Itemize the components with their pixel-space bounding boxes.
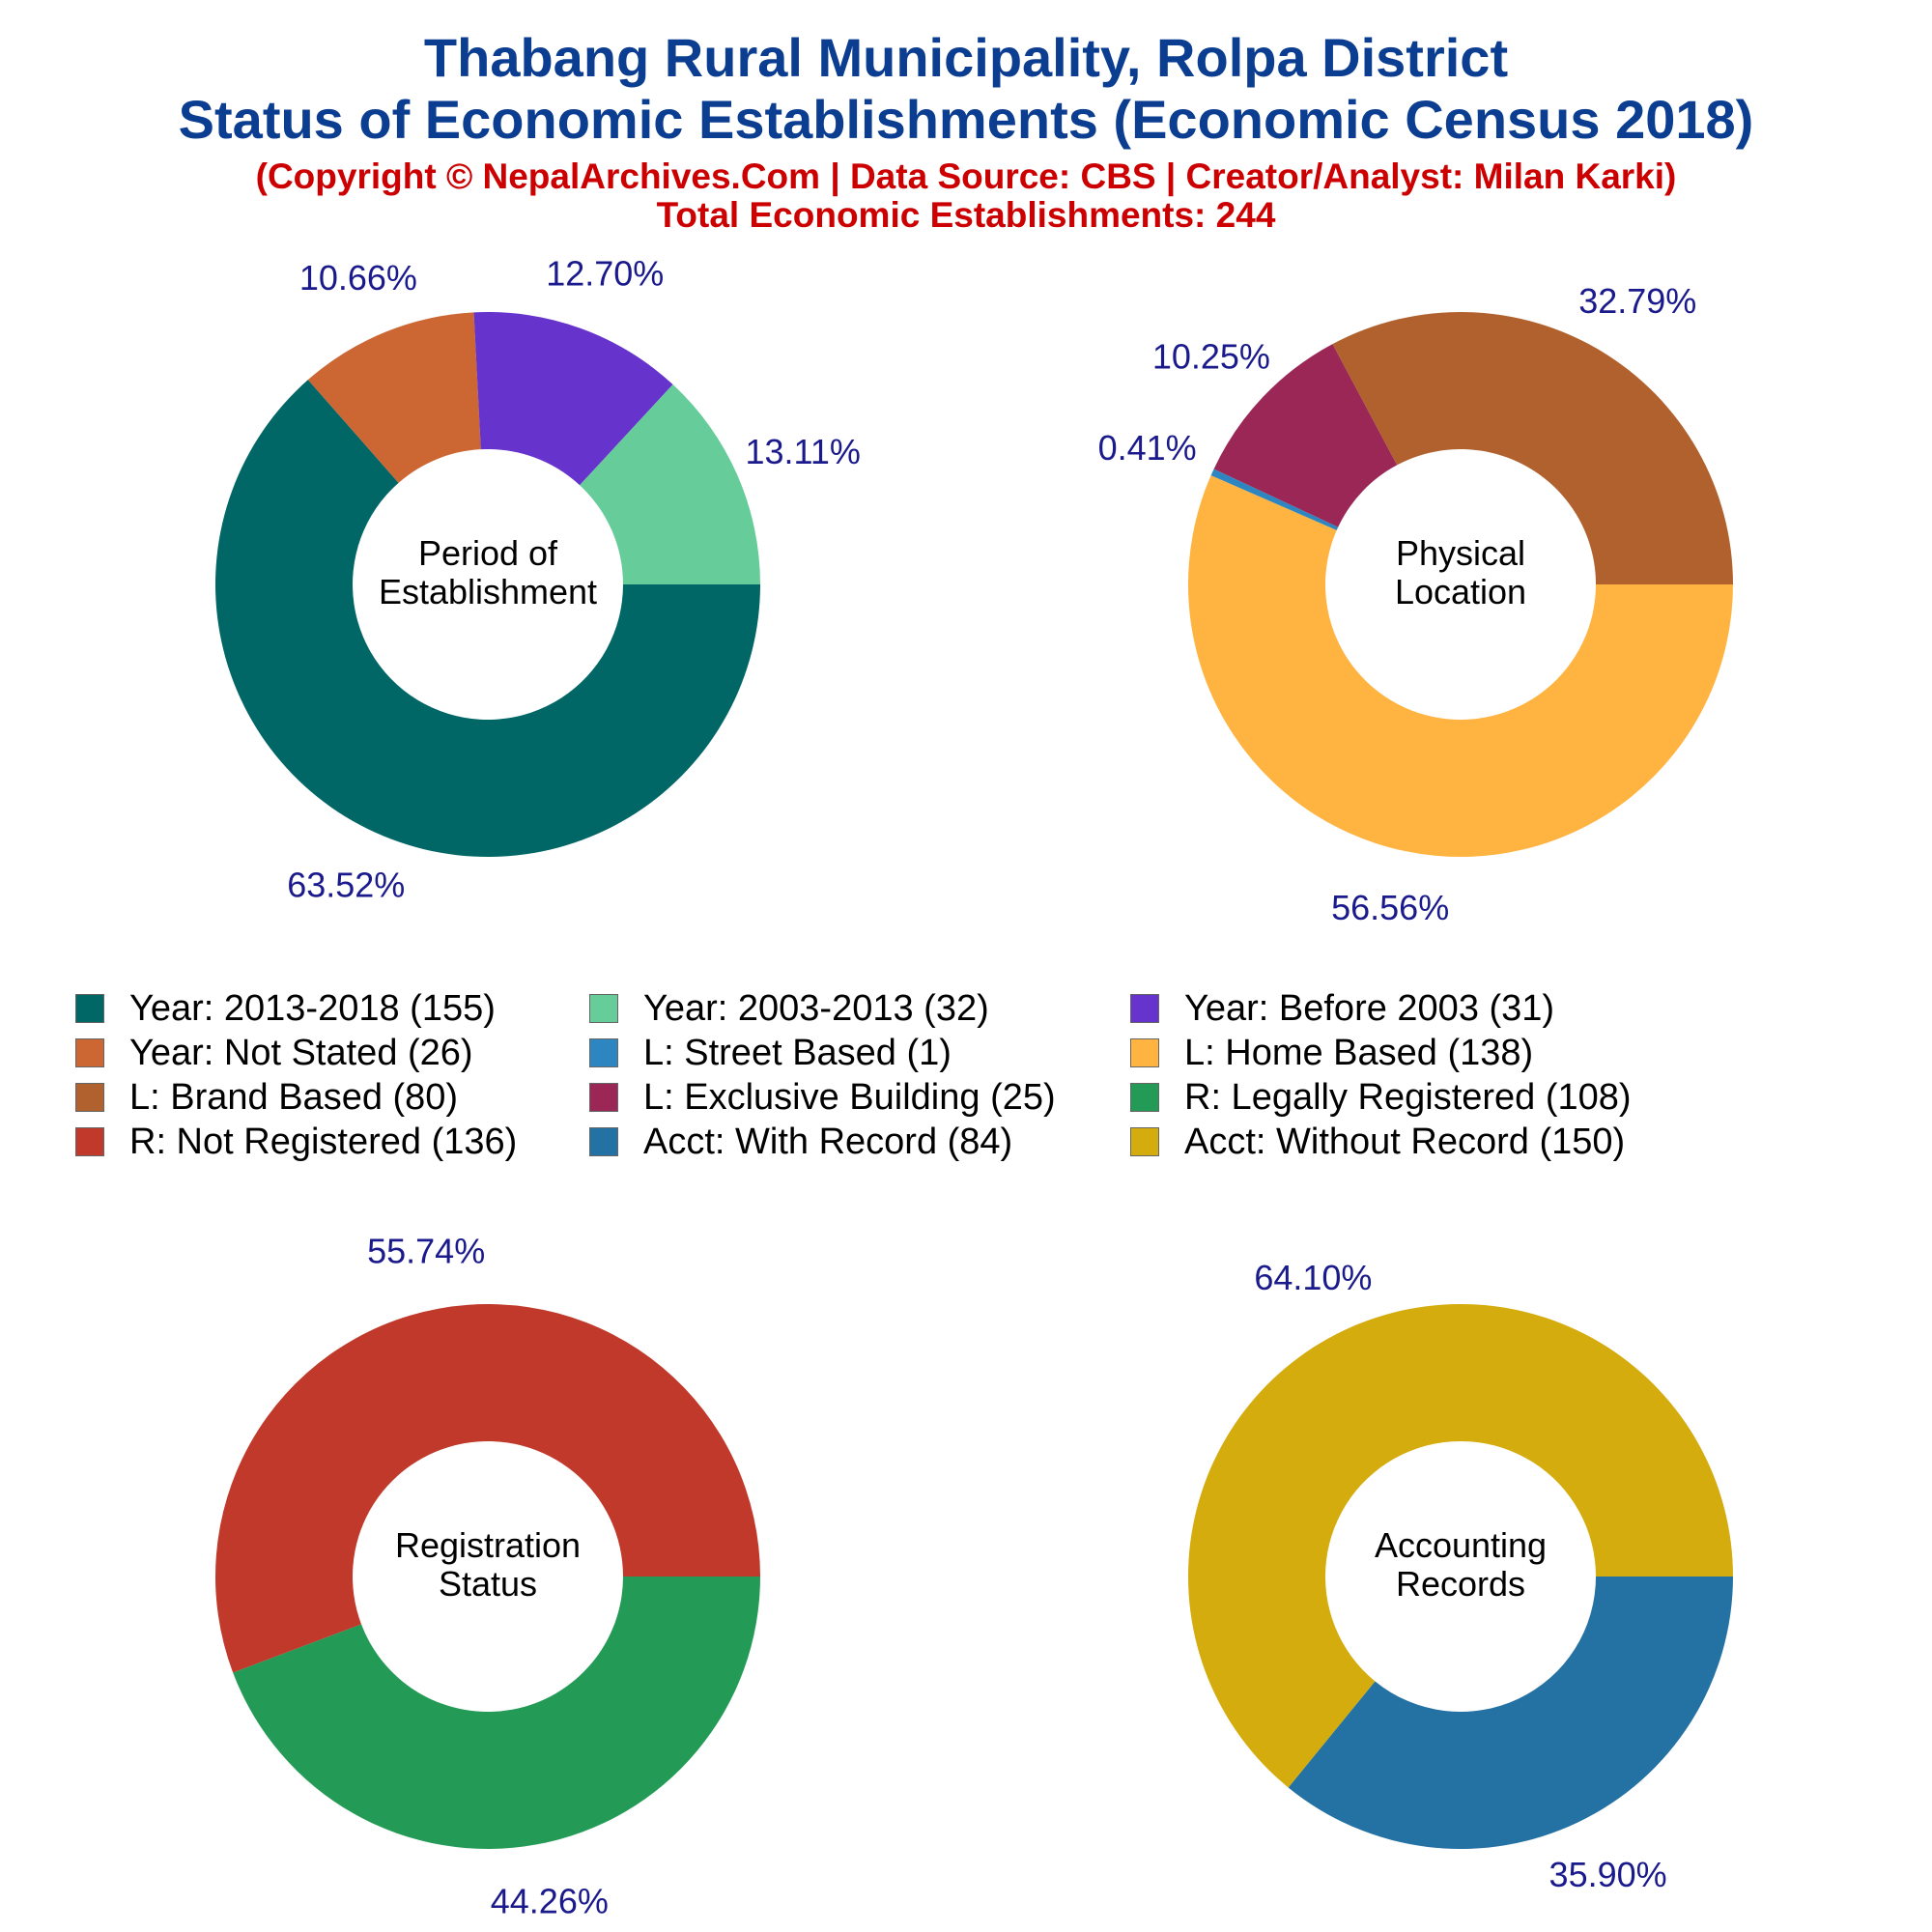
donut-slice	[1188, 475, 1733, 857]
legend-swatch	[589, 994, 618, 1023]
chart-title-line1: Thabang Rural Municipality, Rolpa Distri…	[423, 27, 1509, 88]
legend-swatch	[75, 994, 104, 1023]
legend-label: L: Street Based (1)	[643, 1032, 952, 1073]
legend-swatch	[589, 1038, 618, 1067]
donut-slice	[307, 312, 481, 483]
legend-swatch	[75, 1038, 104, 1067]
legend-label: L: Exclusive Building (25)	[643, 1076, 1056, 1118]
donut-center-label: Records	[1396, 1564, 1525, 1604]
legend-item: Acct: Without Record (150)	[1130, 1121, 1625, 1163]
legend-swatch	[589, 1127, 618, 1156]
slice-percent-label: 56.56%	[1331, 888, 1449, 927]
legend-label: L: Brand Based (80)	[129, 1076, 459, 1118]
slice-percent-label: 55.74%	[367, 1232, 485, 1271]
legend-item: Year: 2013-2018 (155)	[75, 987, 496, 1030]
legend-item: L: Brand Based (80)	[75, 1076, 458, 1119]
legend-label: Year: Not Stated (26)	[129, 1032, 473, 1073]
donut-center-label: Status	[439, 1564, 537, 1604]
donut-slice	[1210, 469, 1339, 530]
donut-center-label: Accounting	[1375, 1525, 1547, 1565]
legend-label: Year: 2003-2013 (32)	[643, 987, 989, 1029]
legend-label: R: Legally Registered (108)	[1184, 1076, 1632, 1118]
donut-slice	[233, 1577, 760, 1849]
slice-percent-label: 10.25%	[1152, 336, 1270, 376]
slice-percent-label: 64.10%	[1254, 1258, 1372, 1297]
slice-percent-label: 10.66%	[299, 258, 417, 298]
slice-percent-label: 63.52%	[287, 866, 405, 905]
legend-item: Year: Not Stated (26)	[75, 1032, 473, 1074]
donut-chart-1: 63.52% 10.66% 12.70% 13.11% Period ofEstabli…	[214, 253, 861, 905]
donut-slice	[1213, 344, 1398, 527]
legend-swatch	[1130, 1083, 1159, 1112]
slice-percent-label: 32.79%	[1578, 281, 1696, 321]
chart-title-line2: Status of Economic Establishments (Econo…	[178, 89, 1754, 150]
legend-label: Year: 2013-2018 (155)	[129, 987, 496, 1029]
donut-slice	[580, 384, 760, 584]
slice-percent-label: 44.26%	[491, 1881, 609, 1920]
legend-label: Acct: With Record (84)	[643, 1121, 1013, 1162]
donut-slice	[214, 1303, 760, 1673]
donut-center-label: Period of	[418, 533, 558, 573]
donut-slice	[214, 380, 760, 857]
legend-item: Year: Before 2003 (31)	[1130, 987, 1554, 1030]
legend-item: R: Legally Registered (108)	[1130, 1076, 1632, 1119]
legend-item: Year: 2003-2013 (32)	[589, 987, 989, 1030]
donut-slice	[1332, 311, 1733, 584]
legend-label: Acct: Without Record (150)	[1184, 1121, 1626, 1162]
slice-percent-label: 12.70%	[546, 253, 664, 293]
donut-slice	[1288, 1577, 1733, 1849]
slice-percent-label: 35.90%	[1549, 1855, 1667, 1894]
legend-label: L: Home Based (138)	[1184, 1032, 1534, 1073]
legend-swatch	[1130, 1127, 1159, 1156]
legend-item: R: Not Registered (136)	[75, 1121, 517, 1163]
legend-item: L: Street Based (1)	[589, 1032, 952, 1074]
donut-center-label: Location	[1395, 572, 1526, 611]
legend-swatch	[75, 1083, 104, 1112]
legend-swatch	[589, 1083, 618, 1112]
legend-swatch	[75, 1127, 104, 1156]
legend-swatch	[1130, 994, 1159, 1023]
donut-slice	[1187, 1304, 1733, 1788]
slice-percent-label: 0.41%	[1098, 428, 1197, 468]
legend-item: L: Home Based (138)	[1130, 1032, 1533, 1074]
donut-center-label: Physical	[1396, 533, 1525, 573]
legend-item: L: Exclusive Building (25)	[589, 1076, 1056, 1119]
donut-slice	[473, 311, 673, 486]
legend-item: Acct: With Record (84)	[589, 1121, 1012, 1163]
donut-center-label: Registration	[395, 1525, 581, 1565]
donut-center-label: Establishment	[379, 572, 597, 611]
slice-percent-label: 13.11%	[745, 432, 860, 471]
legend-label: R: Not Registered (136)	[129, 1121, 518, 1162]
copyright-line: (Copyright © NepalArchives.Com | Data So…	[255, 156, 1677, 196]
legend-swatch	[1130, 1038, 1159, 1067]
total-establishments: Total Economic Establishments: 244	[656, 195, 1276, 235]
legend-label: Year: Before 2003 (31)	[1184, 987, 1555, 1029]
